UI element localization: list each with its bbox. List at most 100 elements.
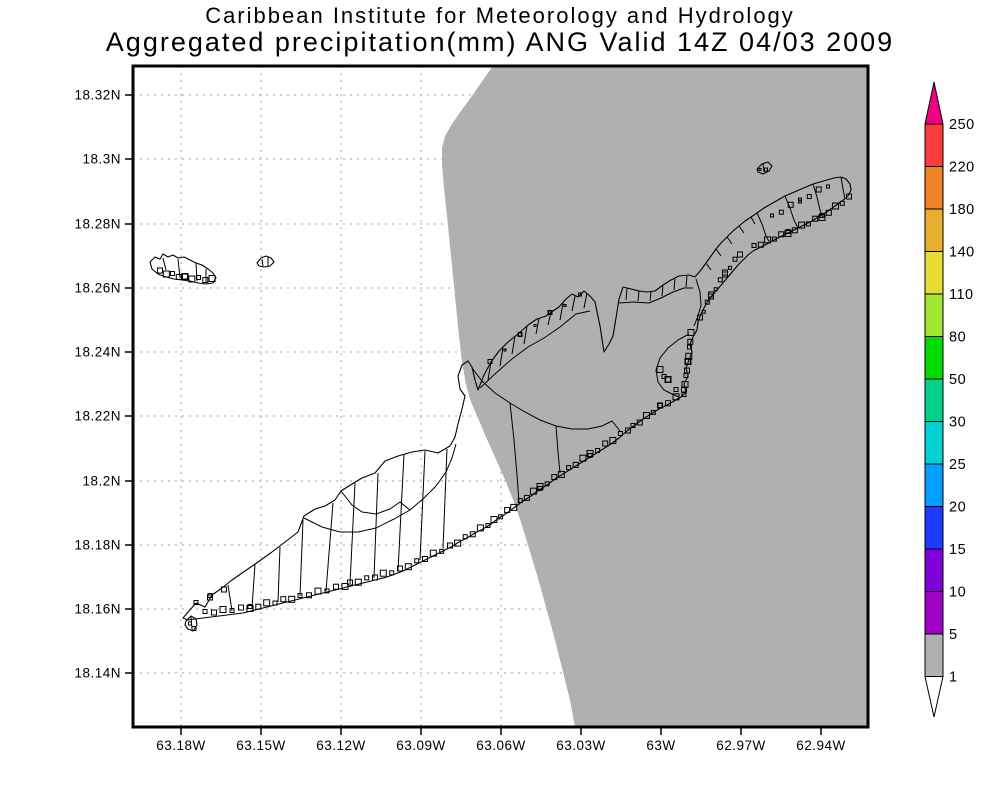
coastal-catchment-cell [157, 267, 163, 274]
y-axis-tick-label: 18.16N [74, 602, 121, 617]
colorbar-segment [924, 208, 944, 252]
coastal-catchment-cell [333, 583, 339, 590]
coastal-catchment-cell [701, 309, 706, 314]
coastal-catchment-cell [487, 359, 493, 364]
coastal-catchment-cell [687, 344, 692, 350]
coastal-catchment-cell [815, 186, 822, 193]
y-axis-tick-label: 18.32N [74, 88, 121, 103]
coastal-catchment-cell [806, 194, 812, 199]
coastal-catchment-cell [202, 277, 209, 283]
catchment-divider-line [487, 361, 492, 381]
colorbar-label: 1 [949, 670, 958, 686]
colorbar-label: 15 [949, 542, 966, 558]
coastal-catchment-cell [657, 403, 663, 408]
coastal-catchment-cell [219, 606, 227, 613]
map-frame [131, 64, 870, 729]
catchment-divider-line [726, 236, 733, 245]
catchment-divider-line [625, 287, 628, 301]
catchment-divider-line [397, 453, 405, 572]
coastal-catchment-cell [255, 603, 262, 610]
coastal-catchment-cell [751, 243, 757, 248]
catchment-divider-line [277, 546, 281, 603]
watershed-boundary-line [479, 310, 591, 389]
x-axis-tick-label: 63.03W [556, 738, 606, 753]
coastal-catchment-cell [819, 213, 825, 218]
coastal-catchment-cell [188, 621, 192, 626]
coastal-catchment-cell [347, 579, 353, 586]
coastal-catchment-cell [785, 229, 791, 234]
coastal-catchment-cell [687, 338, 694, 345]
catchment-divider-line [349, 482, 356, 585]
catchment-divider-line [261, 258, 264, 267]
coastal-catchment-cell [341, 583, 349, 590]
coastal-catchment-cell [208, 275, 216, 282]
coastal-catchment-cell [770, 213, 774, 218]
coastal-catchment-cell [839, 200, 845, 206]
coastal-catchment-cell [825, 209, 832, 216]
coastal-catchment-cell [193, 600, 199, 605]
coastal-catchment-cell [490, 516, 498, 523]
x-axis-tick-label: 63.09W [396, 738, 446, 753]
coastal-catchment-cell [572, 461, 579, 468]
coastal-catchment-cell [578, 292, 582, 297]
coastal-catchment-cell [229, 608, 235, 613]
coastal-catchment-cell [537, 486, 543, 491]
coastal-catchment-cell [595, 448, 601, 453]
coastal-catchment-cell [364, 575, 370, 581]
watershed-boundary-line [756, 212, 771, 244]
coastal-catchment-cell [404, 563, 412, 571]
catchment-divider-line [649, 291, 652, 302]
catchment-divider-line [499, 346, 504, 367]
coastal-catchment-cell [397, 565, 403, 572]
coastal-catchment-cell [288, 595, 296, 603]
precip-shaded-region [442, 66, 868, 727]
catchment-divider-line [705, 262, 712, 271]
coastal-catchment-cell [672, 393, 680, 401]
y-axis-tick-label: 18.22N [74, 409, 121, 424]
colorbar-segment [924, 166, 944, 210]
coastal-catchment-cell [708, 291, 714, 298]
coastal-catchment-cell [523, 494, 530, 501]
watershed-boundary-line [784, 195, 799, 229]
small-island-outline [149, 253, 217, 285]
coastal-catchment-cell [728, 265, 732, 270]
coastal-catchment-cell [625, 427, 631, 434]
colorbar-segment [924, 591, 944, 635]
coastal-catchment-cell [498, 514, 504, 520]
x-axis-tick-label: 63.18W [156, 738, 206, 753]
coastal-catchment-cell [429, 549, 437, 557]
coastal-catchment-cell [643, 412, 650, 419]
colorbar-segment [924, 293, 944, 337]
coastal-catchment-cell [630, 423, 636, 428]
catchment-divider-line [715, 248, 722, 257]
coastal-catchment-cell [664, 376, 672, 383]
catchment-divider-line [299, 519, 304, 597]
coastal-catchment-cell [737, 251, 743, 258]
coastal-catchment-cell [617, 431, 623, 436]
coastal-catchment-cell [544, 481, 550, 487]
coastal-catchment-cell [447, 542, 453, 549]
coastal-catchment-cell [462, 534, 468, 540]
colorbar-label: 110 [949, 287, 974, 303]
coastal-catchment-cell [469, 531, 476, 538]
colorbar-label: 20 [949, 500, 966, 516]
x-axis-tick-label: 63W [646, 738, 675, 753]
colorbar-label: 250 [949, 117, 975, 133]
catchment-divider-line [373, 472, 379, 579]
coastal-catchment-cell [503, 348, 507, 352]
coastal-catchment-cell [517, 332, 523, 337]
coastal-catchment-cell [536, 483, 544, 490]
catchment-divider-line [325, 502, 334, 592]
coastal-catchment-cell [439, 548, 445, 554]
coastal-catchment-cell [673, 387, 679, 392]
coastal-catchment-cell [579, 454, 587, 462]
colorbar-arrow-bottom [924, 676, 944, 718]
x-axis-tick-label: 63.06W [476, 738, 526, 753]
coastal-catchment-cell [717, 277, 723, 283]
colorbar-label: 180 [949, 202, 975, 218]
watershed-boundary-line [303, 443, 457, 533]
y-axis-tick-label: 18.2N [82, 474, 121, 489]
coastal-catchment-cell [587, 453, 593, 458]
catchment-divider-line [523, 325, 528, 345]
coastal-catchment-cell [771, 236, 777, 242]
